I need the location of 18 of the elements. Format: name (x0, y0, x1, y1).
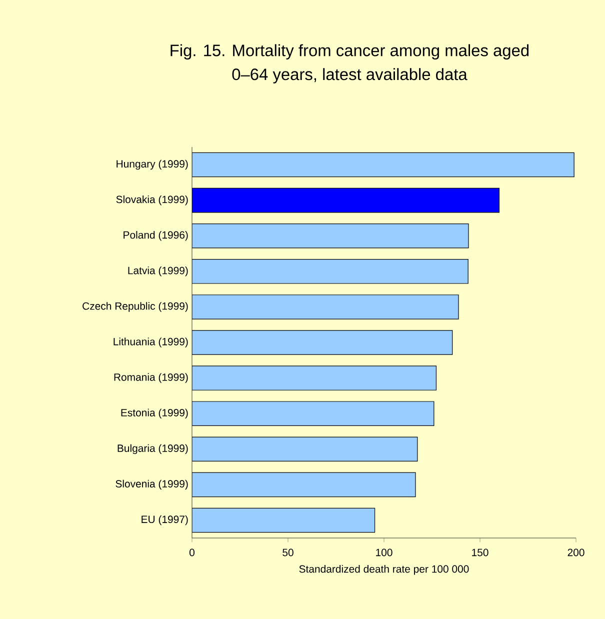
x-tick-label: 200 (568, 548, 584, 556)
y-tick-label: Romania (1999) (114, 373, 188, 383)
y-tick-label: EU (1997) (142, 515, 188, 526)
x-tick-label: 50 (282, 548, 294, 556)
y-tick-label: Lithuania (1999) (114, 338, 188, 348)
y-tick-label: Poland (1996) (124, 230, 188, 241)
y-tick-label: Hungary (1999) (116, 160, 188, 170)
x-axis-title: Standardized death rate per 100 000 (299, 565, 469, 575)
y-tick-label: Czech Republic (1999) (82, 302, 188, 312)
y-tick-label: Latvia (1999) (128, 266, 188, 276)
y-tick-label: Estonia (1999) (121, 408, 188, 418)
y-tick-label: Slovenia (1999) (116, 480, 188, 490)
chart-title: Fig. 15. Mortality from cancer among males aged 0–64 years, latest available data (170, 44, 529, 84)
x-tick-label: 100 (376, 548, 392, 556)
y-tick-label: Bulgaria (1999) (118, 444, 188, 454)
x-tick-label: 0 (190, 548, 194, 556)
x-tick-label: 150 (472, 548, 488, 556)
y-tick-label: Slovakia (1999) (116, 195, 188, 206)
